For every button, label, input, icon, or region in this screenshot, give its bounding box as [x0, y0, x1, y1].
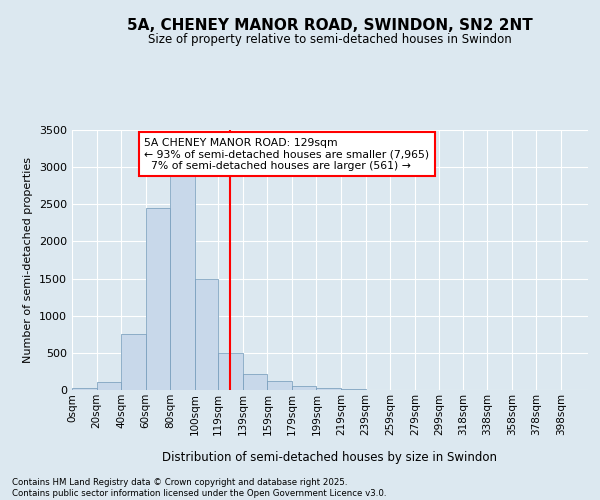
Y-axis label: Number of semi-detached properties: Number of semi-detached properties: [23, 157, 34, 363]
Bar: [218, 353, 243, 390]
Bar: [170, 174, 195, 390]
Text: 5A, CHENEY MANOR ROAD, SWINDON, SN2 2NT: 5A, CHENEY MANOR ROAD, SWINDON, SN2 2NT: [127, 18, 533, 32]
Bar: [243, 374, 268, 390]
Bar: [195, 278, 218, 390]
Text: Contains HM Land Registry data © Crown copyright and database right 2025.
Contai: Contains HM Land Registry data © Crown c…: [12, 478, 386, 498]
Bar: [292, 386, 316, 390]
Bar: [121, 334, 146, 390]
Text: 5A CHENEY MANOR ROAD: 129sqm
← 93% of semi-detached houses are smaller (7,965)
 : 5A CHENEY MANOR ROAD: 129sqm ← 93% of se…: [144, 138, 430, 171]
Bar: [72, 388, 97, 390]
Bar: [268, 382, 292, 390]
Text: Distribution of semi-detached houses by size in Swindon: Distribution of semi-detached houses by …: [163, 451, 497, 464]
Bar: [97, 382, 121, 390]
Text: Size of property relative to semi-detached houses in Swindon: Size of property relative to semi-detach…: [148, 32, 512, 46]
Bar: [146, 208, 170, 390]
Bar: [316, 388, 341, 390]
